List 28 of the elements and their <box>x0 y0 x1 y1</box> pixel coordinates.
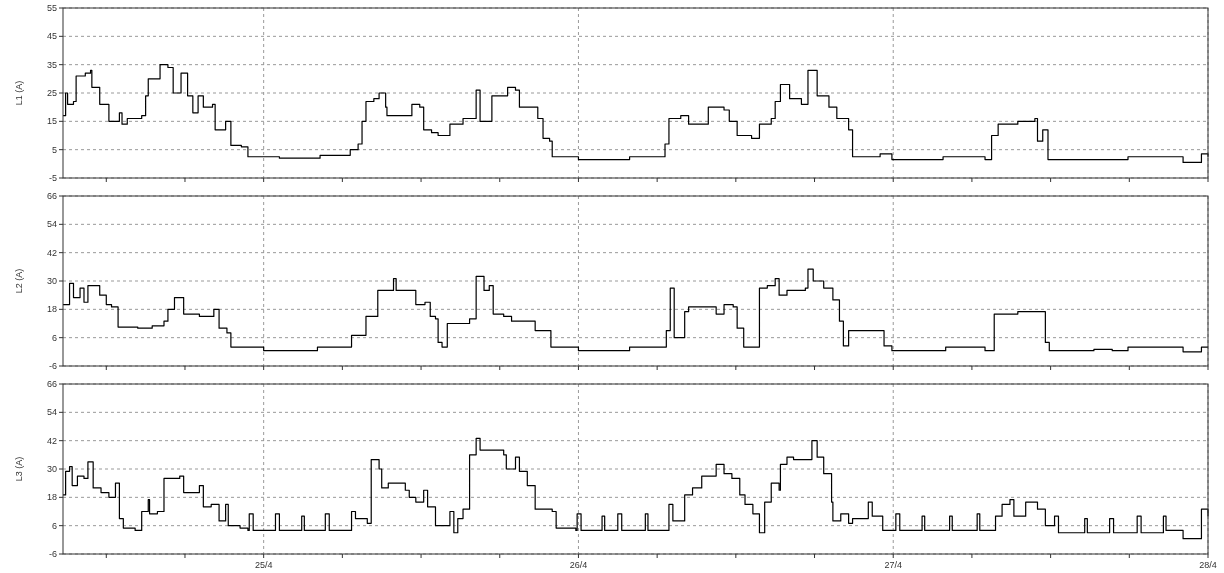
x-tick-label: 25/4 <box>254 560 273 570</box>
y-axis-title: L2 (A) <box>14 268 24 294</box>
y-tick-label: 66 <box>46 191 57 202</box>
y-tick-label: 54 <box>46 219 57 230</box>
y-tick-label: 42 <box>46 435 57 446</box>
y-tick-label: 15 <box>46 116 57 127</box>
y-tick-label: 55 <box>46 3 57 14</box>
y-tick-label: -6 <box>48 549 57 560</box>
x-tick-label: 26/4 <box>569 560 588 570</box>
y-tick-label: 54 <box>46 407 57 418</box>
y-tick-label: 42 <box>46 247 57 258</box>
y-tick-label: 35 <box>46 59 57 70</box>
y-tick-label: 25 <box>46 88 57 99</box>
y-axis-title: L1 (A) <box>14 80 24 106</box>
y-tick-label: -6 <box>48 361 57 372</box>
y-tick-label: 30 <box>46 464 57 475</box>
x-tick-label: 27/4 <box>884 560 902 570</box>
y-tick-label: 5 <box>51 144 57 155</box>
y-tick-label: 66 <box>46 379 57 390</box>
y-tick-label: 18 <box>46 492 57 503</box>
y-tick-label: -5 <box>48 173 57 184</box>
y-tick-label: 6 <box>51 332 57 343</box>
y-axis-title: L3 (A) <box>14 456 24 482</box>
y-tick-label: 6 <box>51 520 57 531</box>
y-tick-label: 18 <box>46 304 57 315</box>
x-tick-label: 28/4 <box>1199 560 1217 570</box>
y-tick-label: 45 <box>46 31 57 42</box>
y-tick-label: 30 <box>46 276 57 287</box>
